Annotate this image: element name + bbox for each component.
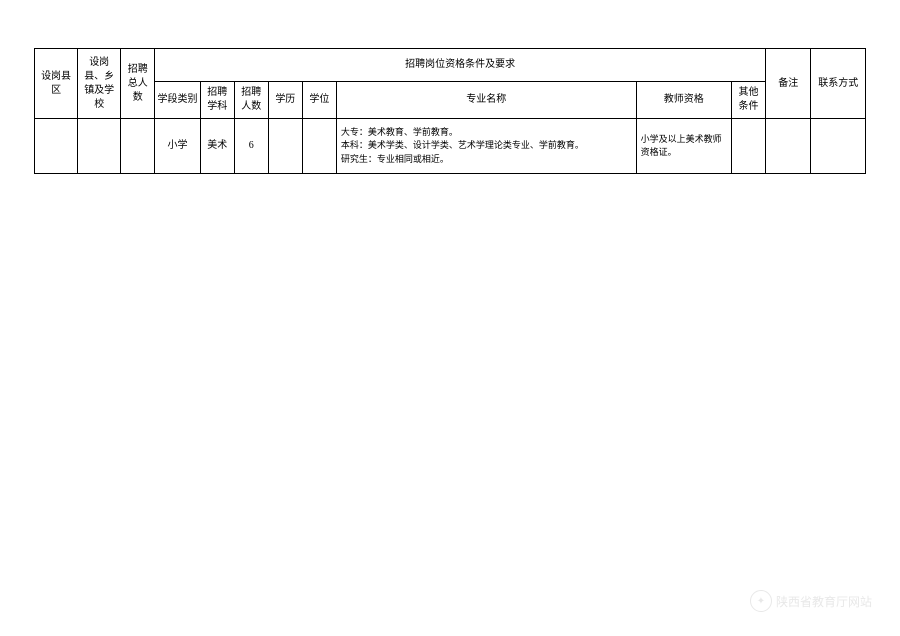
cell-other [731, 119, 765, 174]
cell-stage: 小学 [155, 119, 200, 174]
recruitment-table: 设岗县区 设岗县、乡镇及学校 招聘总人数 招聘岗位资格条件及要求 备注 联系方式… [34, 48, 866, 174]
header-education: 学历 [268, 82, 302, 119]
cell-contact [811, 119, 866, 174]
cell-degree [302, 119, 336, 174]
header-stage: 学段类别 [155, 82, 200, 119]
cell-total [121, 119, 155, 174]
header-requirements: 招聘岗位资格条件及要求 [155, 49, 766, 82]
cell-count: 6 [234, 119, 268, 174]
header-county: 设岗县区 [35, 49, 78, 119]
header-subject: 招聘学科 [200, 82, 234, 119]
table-header-row-2: 学段类别 招聘学科 招聘人数 学历 学位 专业名称 教师资格 其他条件 [35, 82, 866, 119]
watermark-logo-icon: ✦ [750, 590, 772, 612]
table-header-row-1: 设岗县区 设岗县、乡镇及学校 招聘总人数 招聘岗位资格条件及要求 备注 联系方式 [35, 49, 866, 82]
recruitment-table-container: 设岗县区 设岗县、乡镇及学校 招聘总人数 招聘岗位资格条件及要求 备注 联系方式… [34, 48, 866, 174]
header-contact: 联系方式 [811, 49, 866, 119]
cell-teacher-qual: 小学及以上美术教师资格证。 [636, 119, 731, 174]
cell-education [268, 119, 302, 174]
header-other: 其他条件 [731, 82, 765, 119]
header-count: 招聘人数 [234, 82, 268, 119]
table-data-row: 小学 美术 6 大专：美术教育、学前教育。本科：美术学类、设计学类、艺术学理论类… [35, 119, 866, 174]
header-major: 专业名称 [336, 82, 636, 119]
header-town: 设岗县、乡镇及学校 [78, 49, 121, 119]
cell-county [35, 119, 78, 174]
header-degree: 学位 [302, 82, 336, 119]
header-total: 招聘总人数 [121, 49, 155, 119]
header-teacher-qual: 教师资格 [636, 82, 731, 119]
cell-subject: 美术 [200, 119, 234, 174]
watermark-text: 陕西省教育厅网站 [776, 593, 872, 610]
header-remark: 备注 [766, 49, 811, 119]
watermark: ✦ 陕西省教育厅网站 [750, 590, 872, 612]
cell-major: 大专：美术教育、学前教育。本科：美术学类、设计学类、艺术学理论类专业、学前教育。… [336, 119, 636, 174]
cell-remark [766, 119, 811, 174]
cell-town [78, 119, 121, 174]
